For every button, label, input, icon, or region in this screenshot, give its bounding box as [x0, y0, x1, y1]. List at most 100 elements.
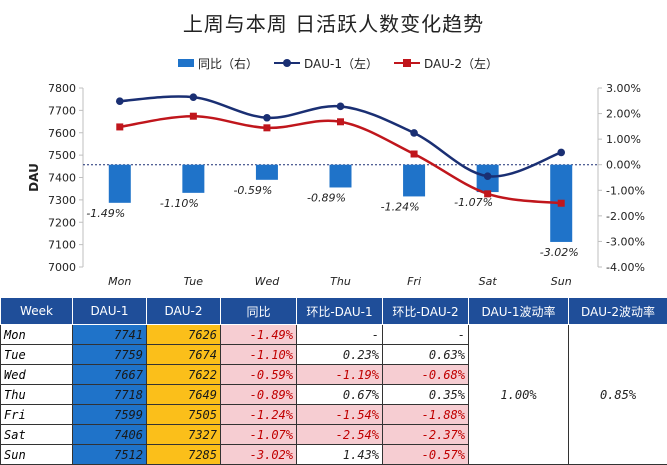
- x-tick-label: Thu: [330, 275, 351, 288]
- right-tick-label: 1.00%: [606, 133, 641, 146]
- cell-yoy: -0.89%: [221, 385, 297, 405]
- header-week: Week: [1, 298, 73, 325]
- header-vol-dau1: DAU-1波动率: [469, 298, 569, 325]
- cell-day: Sat: [1, 425, 73, 445]
- bar-yoy: [403, 165, 425, 197]
- left-tick-label: 7500: [48, 149, 76, 162]
- cell-mom-dau1: -1.19%: [297, 365, 383, 385]
- point-dau2: [190, 113, 197, 120]
- header-mom-dau2: 环比-DAU-2: [383, 298, 469, 325]
- header-vol-dau2: DAU-2波动率: [569, 298, 667, 325]
- cell-mom-dau1: -: [297, 325, 383, 345]
- left-tick-label: 7800: [48, 82, 76, 95]
- cell-mom-dau2: -: [383, 325, 469, 345]
- cell-day: Thu: [1, 385, 73, 405]
- cell-dau1: 7741: [73, 325, 147, 345]
- cell-yoy: -1.07%: [221, 425, 297, 445]
- cell-mom-dau2: -0.57%: [383, 445, 469, 465]
- data-table: Week DAU-1 DAU-2 同比 环比-DAU-1 环比-DAU-2 DA…: [0, 297, 667, 465]
- right-tick-label: -4.00%: [606, 261, 645, 274]
- point-dau2: [116, 123, 123, 130]
- bar-data-label: -1.10%: [160, 197, 199, 210]
- left-tick-label: 7000: [48, 261, 76, 274]
- y-axis-title: DAU: [27, 163, 41, 192]
- header-dau1: DAU-1: [73, 298, 147, 325]
- left-tick-label: 7300: [48, 194, 76, 207]
- x-tick-label: Mon: [108, 275, 131, 288]
- bar-yoy: [256, 165, 278, 180]
- cell-yoy: -1.49%: [221, 325, 297, 345]
- cell-day: Fri: [1, 405, 73, 425]
- cell-dau1: 7667: [73, 365, 147, 385]
- point-dau1: [190, 93, 198, 101]
- table-header-row: Week DAU-1 DAU-2 同比 环比-DAU-1 环比-DAU-2 DA…: [1, 298, 667, 325]
- chart-svg: 7000 7100 7200 7300 7400 7500 7600 7700 7800 -4.0…: [0, 0, 667, 296]
- cell-day: Wed: [1, 365, 73, 385]
- cell-day: Tue: [1, 345, 73, 365]
- right-tick-label: -3.00%: [606, 235, 645, 248]
- cell-mom-dau2: -1.88%: [383, 405, 469, 425]
- right-tick-label: -1.00%: [606, 184, 645, 197]
- cell-mom-dau1: 0.23%: [297, 345, 383, 365]
- right-tick-label: -2.00%: [606, 210, 645, 223]
- cell-mom-dau1: -2.54%: [297, 425, 383, 445]
- bar-data-label: -0.89%: [307, 191, 346, 204]
- cell-dau2: 7285: [147, 445, 221, 465]
- left-tick-label: 7200: [48, 216, 76, 229]
- point-dau1: [557, 149, 565, 157]
- bar-yoy: [330, 165, 352, 188]
- right-tick-label: 0.00%: [606, 159, 641, 172]
- cell-dau2: 7505: [147, 405, 221, 425]
- point-dau2: [411, 151, 418, 158]
- cell-dau1: 7759: [73, 345, 147, 365]
- x-tick-label: Sun: [551, 275, 572, 288]
- header-yoy: 同比: [221, 298, 297, 325]
- x-tick-label: Wed: [255, 275, 281, 288]
- cell-mom-dau2: 0.35%: [383, 385, 469, 405]
- cell-yoy: -1.24%: [221, 405, 297, 425]
- chart-area: 上周与本周 日活跃人数变化趋势 同比（右） DAU-1（左） DAU-2（左） …: [0, 0, 667, 296]
- left-tick-label: 7700: [48, 104, 76, 117]
- bar-data-label: -1.49%: [86, 207, 125, 220]
- point-dau2: [337, 118, 344, 125]
- bar-yoy: [109, 165, 131, 203]
- point-dau2: [558, 200, 565, 207]
- right-tick-label: 3.00%: [606, 82, 641, 95]
- cell-dau1: 7599: [73, 405, 147, 425]
- header-dau2: DAU-2: [147, 298, 221, 325]
- cell-day: Sun: [1, 445, 73, 465]
- cell-dau1: 7406: [73, 425, 147, 445]
- bar-yoy: [182, 165, 204, 193]
- cell-volatility-dau1: 1.00%: [469, 325, 569, 465]
- point-dau1: [410, 129, 418, 137]
- header-mom-dau1: 环比-DAU-1: [297, 298, 383, 325]
- cell-yoy: -0.59%: [221, 365, 297, 385]
- left-tick-label: 7600: [48, 127, 76, 140]
- cell-dau1: 7512: [73, 445, 147, 465]
- x-tick-label: Fri: [407, 275, 421, 288]
- right-tick-label: 2.00%: [606, 108, 641, 121]
- cell-dau2: 7674: [147, 345, 221, 365]
- cell-mom-dau1: -1.54%: [297, 405, 383, 425]
- bar-data-label: -1.07%: [454, 196, 493, 209]
- point-dau1: [116, 97, 124, 105]
- point-dau1: [337, 103, 345, 111]
- cell-mom-dau2: -0.68%: [383, 365, 469, 385]
- cell-day: Mon: [1, 325, 73, 345]
- left-tick-label: 7400: [48, 172, 76, 185]
- cell-dau2: 7327: [147, 425, 221, 445]
- point-dau2: [484, 190, 491, 197]
- cell-mom-dau2: 0.63%: [383, 345, 469, 365]
- left-tick-label: 7100: [48, 239, 76, 252]
- point-dau1: [263, 114, 271, 122]
- x-tick-label: Tue: [184, 275, 204, 288]
- cell-mom-dau1: 1.43%: [297, 445, 383, 465]
- point-dau1: [484, 172, 492, 180]
- cell-dau1: 7718: [73, 385, 147, 405]
- bar-data-label: -1.24%: [381, 200, 420, 213]
- cell-yoy: -1.10%: [221, 345, 297, 365]
- point-dau2: [263, 124, 270, 131]
- cell-dau2: 7649: [147, 385, 221, 405]
- cell-mom-dau2: -2.37%: [383, 425, 469, 445]
- cell-mom-dau1: 0.67%: [297, 385, 383, 405]
